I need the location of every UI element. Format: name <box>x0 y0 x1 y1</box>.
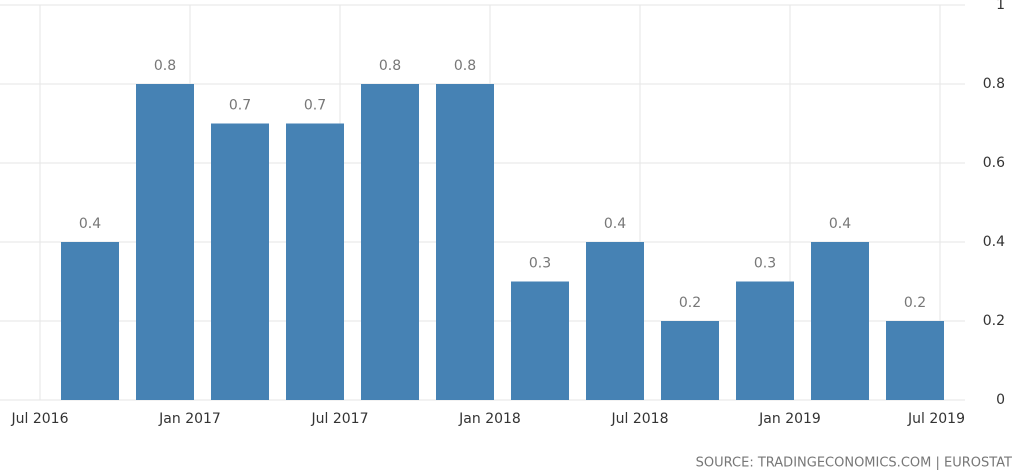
value-label: 0.8 <box>454 58 476 74</box>
bar <box>361 84 419 400</box>
x-tick-label: Jul 2018 <box>611 411 669 427</box>
bar <box>736 281 794 400</box>
value-label: 0.2 <box>679 295 701 311</box>
value-label: 0.8 <box>379 58 401 74</box>
bar <box>811 242 869 400</box>
x-tick-label: Jan 2017 <box>158 411 221 427</box>
bar <box>886 321 944 400</box>
y-tick-label: 1 <box>996 0 1005 13</box>
y-tick-label: 0.8 <box>983 76 1005 92</box>
bar <box>511 281 569 400</box>
y-tick-label: 0.4 <box>983 234 1005 250</box>
x-tick-label: Jul 2016 <box>11 411 69 427</box>
y-tick-label: 0.6 <box>983 155 1005 171</box>
value-label: 0.7 <box>304 98 326 114</box>
y-tick-label: 0.2 <box>983 313 1005 329</box>
x-tick-label: Jan 2019 <box>758 411 821 427</box>
value-label: 0.3 <box>529 256 551 272</box>
source: SOURCE: TRADINGECONOMICS.COM | EUROSTAT <box>696 456 1012 471</box>
bar <box>61 242 119 400</box>
value-label: 0.4 <box>829 216 851 232</box>
x-tick-label: Jul 2017 <box>311 411 369 427</box>
value-label: 0.4 <box>604 216 626 232</box>
bar <box>286 123 344 400</box>
bar <box>211 123 269 400</box>
value-label: 0.2 <box>904 295 926 311</box>
y-tick-label: 0 <box>996 392 1005 408</box>
value-label: 0.4 <box>79 216 101 232</box>
value-label: 0.8 <box>154 58 176 74</box>
bar <box>586 242 644 400</box>
bar <box>136 84 194 400</box>
bar <box>661 321 719 400</box>
bar <box>436 84 494 400</box>
x-tick-label: Jan 2018 <box>458 411 521 427</box>
x-tick-label: Jul 2019 <box>907 411 965 427</box>
value-label: 0.3 <box>754 256 776 272</box>
value-label: 0.7 <box>229 98 251 114</box>
